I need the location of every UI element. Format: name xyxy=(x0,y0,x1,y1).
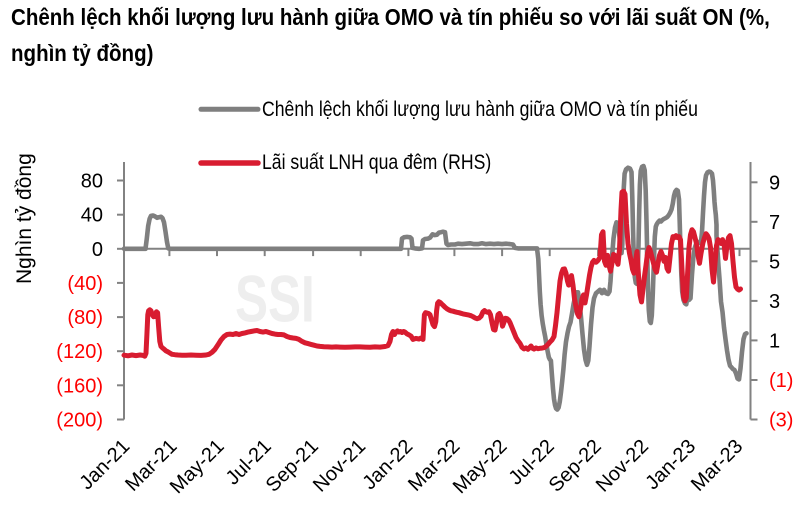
svg-text:3: 3 xyxy=(769,291,780,313)
svg-text:Lãi suất LNH qua đêm (RHS): Lãi suất LNH qua đêm (RHS) xyxy=(262,151,491,175)
svg-text:0: 0 xyxy=(92,239,103,261)
svg-text:40: 40 xyxy=(81,205,103,227)
svg-text:Sep-21: Sep-21 xyxy=(262,435,323,496)
svg-text:(1): (1) xyxy=(769,370,793,392)
svg-text:7: 7 xyxy=(769,212,780,234)
svg-text:(3): (3) xyxy=(769,410,793,432)
svg-text:(120): (120) xyxy=(56,341,103,363)
svg-text:Mar-23: Mar-23 xyxy=(687,435,747,495)
svg-text:Nov-22: Nov-22 xyxy=(592,435,653,496)
svg-text:SSI: SSI xyxy=(235,263,315,337)
svg-text:(200): (200) xyxy=(56,410,103,432)
svg-text:Nov-21: Nov-21 xyxy=(309,435,370,496)
svg-text:5: 5 xyxy=(769,251,780,273)
svg-text:Chênh lệch khối lượng lưu hành: Chênh lệch khối lượng lưu hành giữa OMO … xyxy=(262,98,698,122)
svg-text:(40): (40) xyxy=(67,273,103,295)
svg-text:9: 9 xyxy=(769,172,780,194)
svg-text:80: 80 xyxy=(81,171,103,193)
svg-text:(80): (80) xyxy=(67,307,103,329)
svg-text:1: 1 xyxy=(769,330,780,352)
svg-text:Sep-22: Sep-22 xyxy=(545,435,606,496)
svg-text:Nghìn tỷ đồng: Nghìn tỷ đồng xyxy=(13,153,36,284)
svg-text:(160): (160) xyxy=(56,375,103,397)
